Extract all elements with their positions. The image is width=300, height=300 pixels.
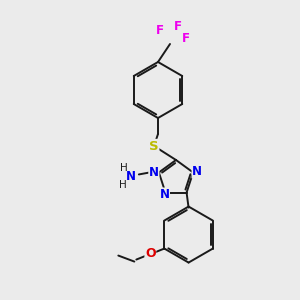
Text: F: F [156,25,164,38]
Text: H: H [120,164,128,173]
Text: F: F [182,32,190,46]
Text: N: N [126,170,136,183]
Text: F: F [174,20,182,34]
Text: H: H [119,180,127,190]
Text: N: N [149,166,159,179]
Text: O: O [145,247,156,260]
Text: S: S [149,140,159,152]
Text: N: N [159,188,170,201]
Text: N: N [192,165,202,178]
